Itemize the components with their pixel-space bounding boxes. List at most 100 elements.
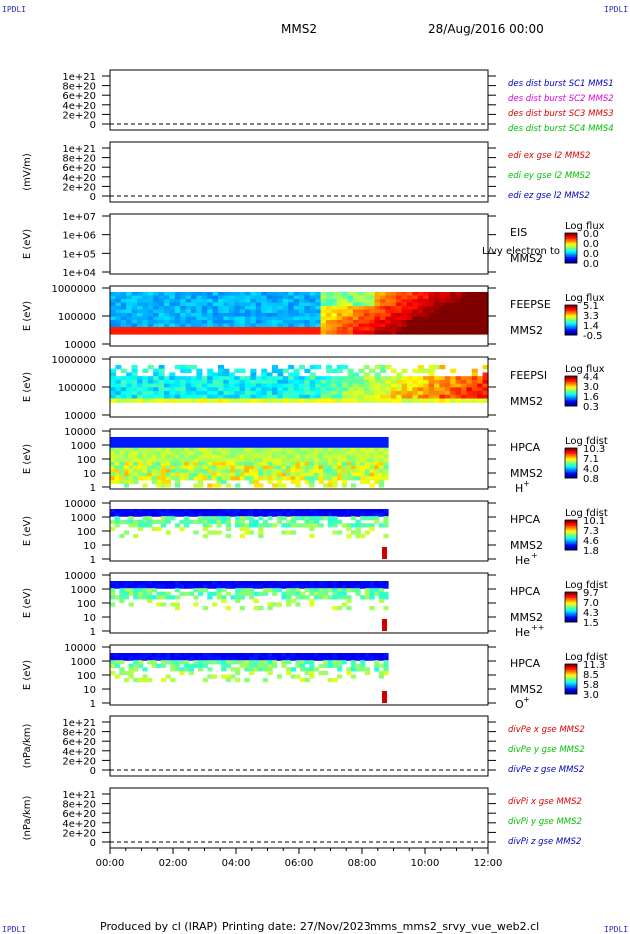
heatmap-cell xyxy=(160,653,167,658)
heatmap-cell xyxy=(110,387,116,392)
heatmap-cell xyxy=(228,295,235,300)
heatmap-cell xyxy=(323,447,329,452)
heatmap-cell xyxy=(417,295,424,300)
heatmap-cell xyxy=(295,512,301,517)
heatmap-cell xyxy=(313,509,320,514)
heatmap-cell xyxy=(253,653,259,658)
heatmap-cell xyxy=(137,653,144,658)
colorbar-step xyxy=(565,475,577,477)
heatmap-cell xyxy=(119,476,125,481)
colorbar-step xyxy=(565,258,577,261)
heatmap-cell xyxy=(293,320,300,325)
heatmap-cell xyxy=(223,306,230,311)
heatmap-cell xyxy=(364,670,371,676)
heatmap-cell xyxy=(380,394,386,400)
heatmap-cell xyxy=(320,379,327,385)
heatmap-cell xyxy=(272,391,278,396)
heatmap-cell xyxy=(266,323,273,328)
heatmap-cell xyxy=(249,462,255,467)
heatmap-cell xyxy=(147,394,154,400)
heatmap-cell xyxy=(286,454,292,460)
heatmap-cell xyxy=(128,451,134,456)
heatmap-cell xyxy=(477,398,484,403)
heatmap-cell xyxy=(179,440,185,445)
heatmap-cell xyxy=(299,306,305,311)
heatmap-cell xyxy=(299,581,306,586)
heatmap-cell xyxy=(383,512,389,517)
heatmap-cell xyxy=(304,653,310,658)
heatmap-cell xyxy=(417,398,424,403)
heatmap-cell xyxy=(407,309,413,314)
heatmap-cell xyxy=(293,302,300,307)
heatmap-cell xyxy=(323,663,329,668)
heatmap-cell xyxy=(272,299,278,304)
heatmap-cell xyxy=(369,606,375,611)
heatmap-cell xyxy=(423,379,430,385)
heatmap-cell xyxy=(374,458,380,463)
heatmap-cell xyxy=(250,394,257,400)
heatmap-cell xyxy=(160,440,167,445)
heatmap-cell xyxy=(326,295,332,300)
heatmap-cell xyxy=(304,368,311,374)
heatmap-cell xyxy=(295,440,301,445)
heatmap-cell xyxy=(304,476,310,481)
heatmap-cell xyxy=(235,656,241,661)
heatmap-cell xyxy=(434,306,440,311)
heatmap-cell xyxy=(313,595,320,600)
colorbar-step xyxy=(565,317,577,319)
heatmap-cell xyxy=(360,458,366,463)
heatmap-cell xyxy=(239,316,246,321)
heatmap-cell xyxy=(196,379,203,385)
heatmap-cell xyxy=(212,379,219,385)
heatmap-cell xyxy=(255,394,262,400)
heatmap-cell xyxy=(266,306,273,311)
panel-side-label: MMS2 xyxy=(510,467,543,480)
heatmap-cell xyxy=(346,523,352,528)
heatmap-cell xyxy=(281,509,287,514)
heatmap-cell xyxy=(407,299,413,304)
heatmap-cell xyxy=(228,398,235,403)
heatmap-cell xyxy=(267,509,273,514)
heatmap-cell xyxy=(174,313,181,318)
heatmap-cell xyxy=(350,465,357,470)
colorbar-step xyxy=(565,395,577,398)
heatmap-cell xyxy=(360,476,366,481)
heatmap-cell xyxy=(378,479,384,485)
heatmap-cell xyxy=(450,327,457,332)
heatmap-cell xyxy=(350,462,357,467)
colorbar-step xyxy=(565,306,577,309)
heatmap-cell xyxy=(153,398,160,403)
heatmap-cell xyxy=(169,320,176,325)
heatmap-cell xyxy=(137,302,143,307)
colorbar-step xyxy=(565,255,577,258)
heatmap-cell xyxy=(337,476,343,481)
heatmap-cell xyxy=(244,667,250,672)
heatmap-cell xyxy=(165,444,171,449)
heatmap-cell xyxy=(401,379,408,385)
heatmap-cell xyxy=(374,451,380,456)
heatmap-cell xyxy=(198,444,204,449)
heatmap-cell xyxy=(180,391,187,396)
heatmap-cell xyxy=(288,394,295,400)
heatmap-cell xyxy=(244,591,250,596)
heatmap-cell xyxy=(245,320,251,325)
heatmap-cell xyxy=(277,313,284,318)
heatmap-cell xyxy=(119,591,125,596)
heatmap-cell xyxy=(218,379,224,385)
heatmap-cell xyxy=(170,581,176,586)
heatmap-cell xyxy=(196,383,203,388)
colorbar-value: 4.4 xyxy=(583,372,599,383)
heatmap-cell xyxy=(378,437,384,442)
heatmap-cell xyxy=(309,663,315,668)
heatmap-cell xyxy=(471,391,478,396)
heatmap-cell xyxy=(482,295,489,300)
heatmap-cell xyxy=(119,454,125,460)
heatmap-cell xyxy=(128,444,134,449)
heatmap-cell xyxy=(223,383,230,388)
heatmap-cell xyxy=(207,387,214,392)
heatmap-cell xyxy=(137,458,144,463)
heatmap-cell xyxy=(358,309,365,314)
colorbar-step xyxy=(565,665,577,668)
heatmap-cell xyxy=(353,394,359,400)
heatmap-cell xyxy=(323,656,329,661)
